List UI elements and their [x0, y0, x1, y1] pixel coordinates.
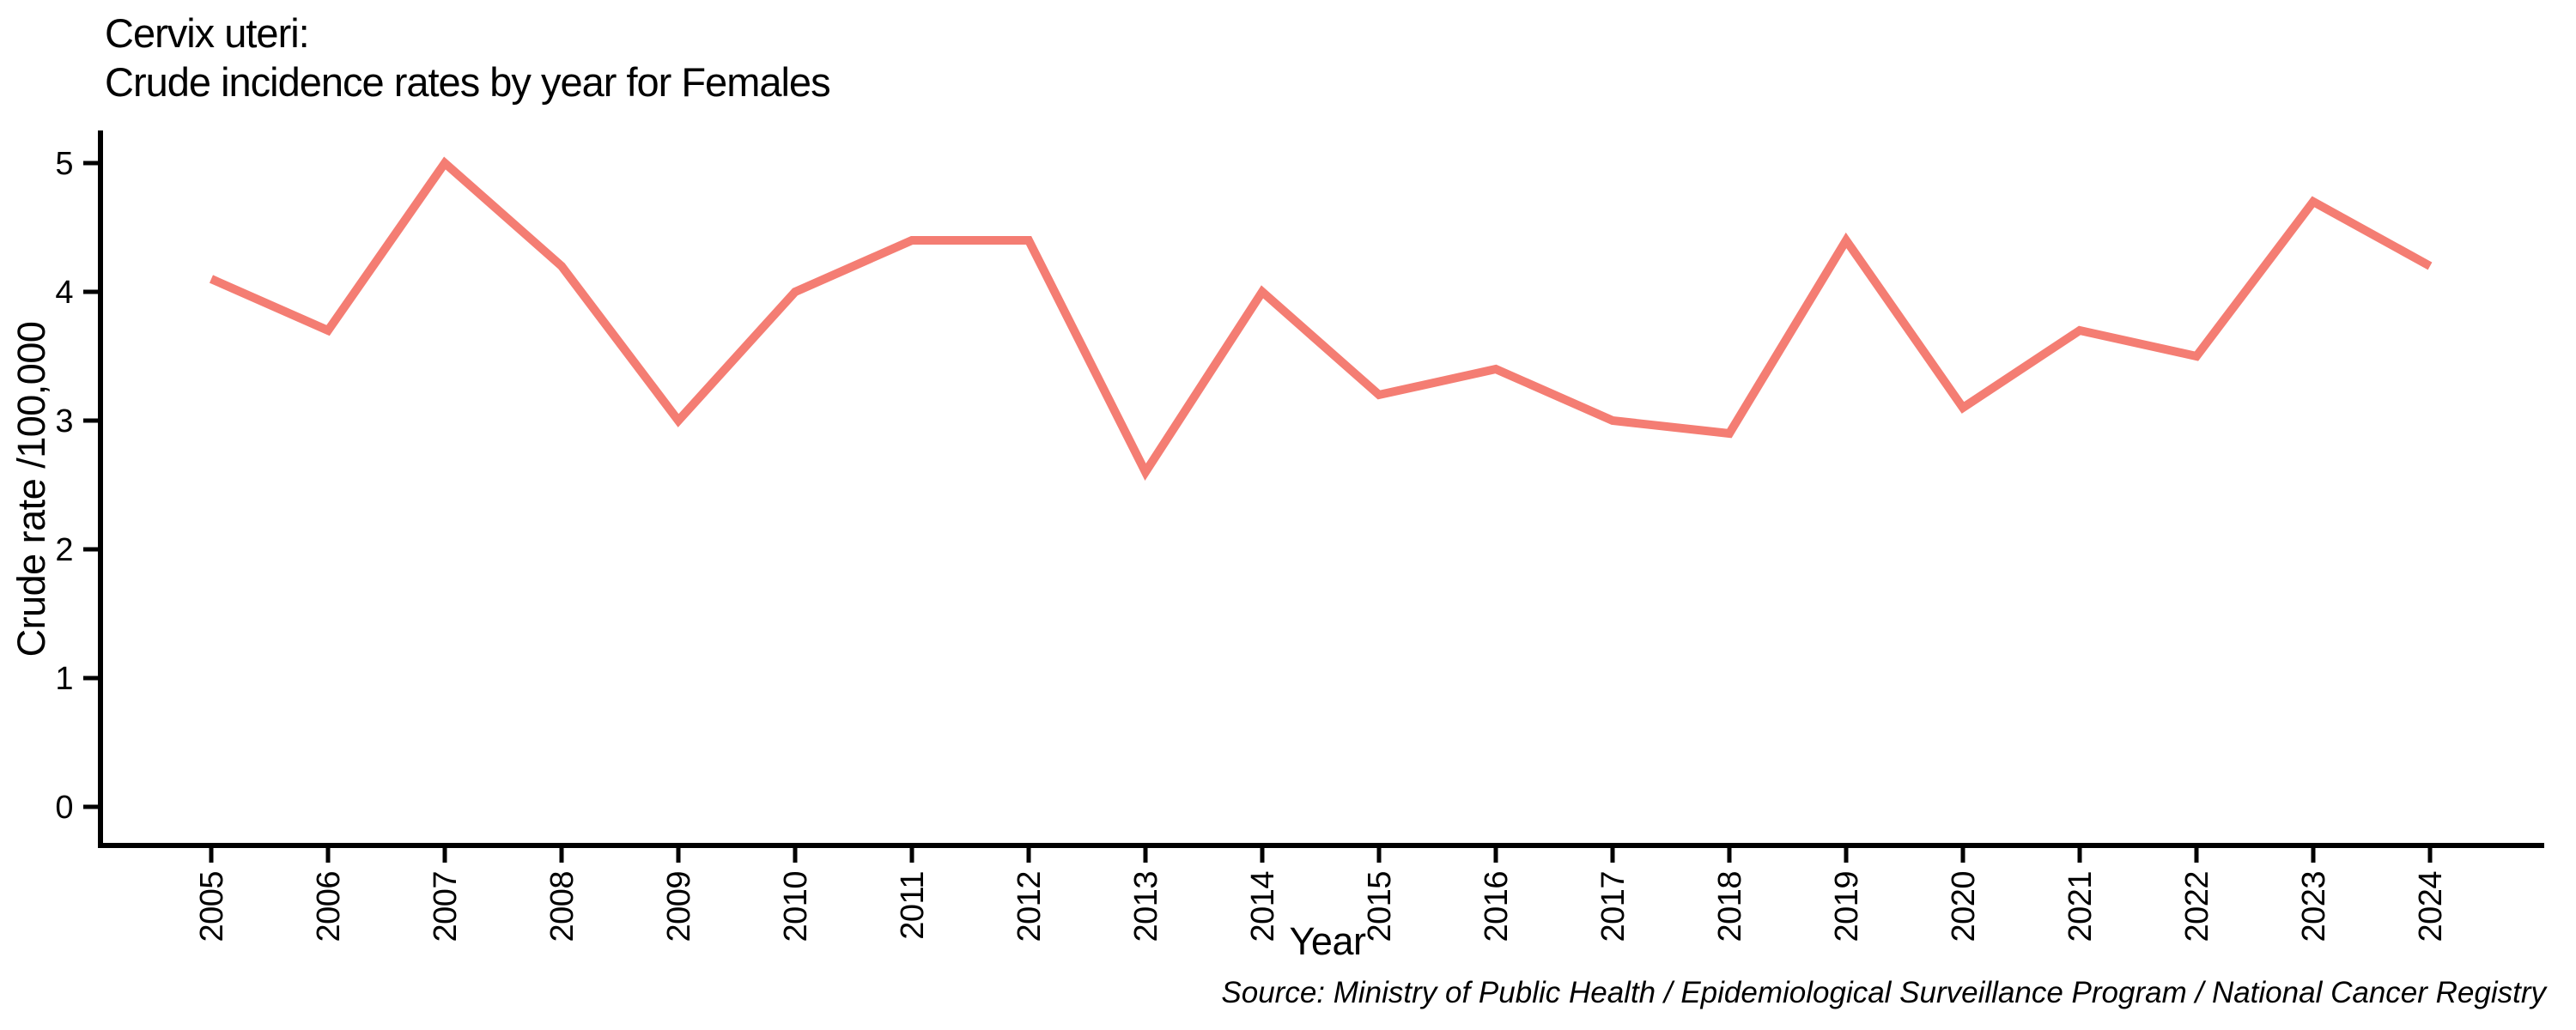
x-tick-label: 2017 — [1595, 871, 1631, 942]
y-tick-label: 0 — [55, 790, 73, 826]
x-tick-label: 2006 — [311, 871, 347, 942]
x-tick-label: 2018 — [1712, 871, 1748, 942]
x-tick-label: 2014 — [1245, 871, 1281, 942]
y-axis-title: Crude rate /100,000 — [9, 322, 53, 657]
x-tick-label: 2008 — [544, 871, 580, 942]
x-axis-title: Year — [1290, 919, 1366, 963]
series-line — [209, 156, 2433, 482]
y-tick-label: 2 — [55, 532, 73, 568]
x-tick-label: 2020 — [1946, 871, 1982, 942]
y-tick-label: 3 — [55, 403, 73, 439]
x-tick-label: 2022 — [2179, 871, 2215, 942]
x-tick-label: 2012 — [1012, 871, 1048, 942]
x-tick-label: 2023 — [2296, 871, 2332, 942]
x-tick-label: 2013 — [1128, 871, 1164, 942]
x-tick-label: 2005 — [194, 871, 230, 942]
x-tick-label: 2011 — [895, 871, 931, 940]
x-tick-label: 2021 — [2063, 871, 2099, 942]
x-tick-label: 2009 — [661, 871, 697, 942]
source-note: Source: Ministry of Public Health / Epid… — [1221, 976, 2548, 1009]
x-tick-label: 2015 — [1362, 871, 1398, 942]
y-tick-label: 4 — [55, 275, 73, 311]
x-tick-label: 2010 — [778, 871, 814, 942]
x-tick-label: 2007 — [428, 871, 464, 942]
plot-area: 0 1 2 3 4 5 2005 2006 2007 2008 2009 2010 2011 2012 20… — [55, 130, 2544, 942]
y-tick-label: 5 — [55, 146, 73, 182]
chart-title: Cervix uteri: Crude incidence rates by y… — [105, 9, 831, 106]
x-tick-label: 2016 — [1479, 871, 1515, 942]
x-tick-label: 2019 — [1829, 871, 1865, 942]
chart-title-line2: Crude incidence rates by year for Female… — [105, 59, 831, 105]
chart-title-line1: Cervix uteri: — [105, 10, 310, 56]
y-tick-label: 1 — [55, 661, 73, 697]
x-tick-label: 2024 — [2413, 871, 2449, 942]
